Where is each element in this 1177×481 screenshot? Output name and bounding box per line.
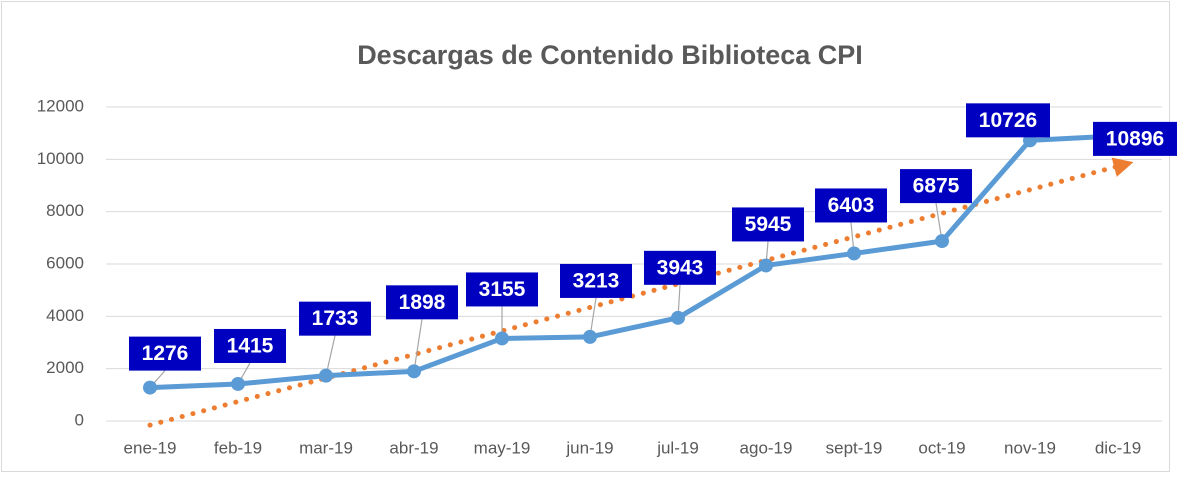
data-label: 1415 — [227, 335, 274, 358]
data-label: 3943 — [657, 256, 704, 279]
leader-line — [413, 319, 423, 372]
label-box — [900, 169, 972, 204]
y-tick-label: 12000 — [37, 96, 84, 115]
chart-title: Descargas de Contenido Biblioteca CPI — [357, 40, 863, 70]
point — [759, 258, 773, 273]
point — [847, 246, 861, 261]
data-label: 6403 — [828, 194, 875, 217]
data-label: 6875 — [913, 175, 960, 198]
label-box — [644, 250, 716, 285]
point — [935, 234, 949, 249]
y-tick-label: 0 — [75, 410, 84, 429]
x-tick-label: sept-19 — [826, 438, 883, 457]
x-tick-label: may-19 — [474, 438, 531, 457]
y-tick-label: 4000 — [46, 306, 84, 325]
trendline — [147, 157, 1134, 428]
x-tick-label: jul-19 — [656, 438, 699, 457]
point — [407, 364, 421, 379]
x-tick-label: nov-19 — [1004, 438, 1056, 457]
label-box — [732, 207, 804, 242]
label-box — [214, 328, 286, 363]
y-tick-label: 10000 — [37, 149, 84, 168]
label-box — [466, 272, 538, 307]
label-box — [299, 301, 371, 336]
series-line — [149, 133, 1119, 391]
label-box — [815, 188, 887, 223]
point — [231, 376, 245, 391]
point — [319, 368, 333, 383]
x-tick-label: ene-19 — [124, 438, 177, 457]
point — [671, 310, 685, 325]
data-label: 10896 — [1106, 127, 1164, 150]
x-tick-label: dic-19 — [1095, 438, 1141, 457]
data-label: 3213 — [573, 269, 620, 292]
chart-border — [1, 1, 1170, 472]
label-box — [966, 103, 1050, 138]
x-tick-label: abr-19 — [389, 438, 438, 457]
point — [583, 329, 597, 344]
data-label: 3155 — [479, 278, 526, 301]
data-label: 1276 — [142, 342, 189, 365]
x-tick-label: ago-19 — [740, 438, 793, 457]
x-tick-label: jun-19 — [565, 438, 613, 457]
label-box — [129, 336, 201, 371]
data-label: 10726 — [979, 109, 1037, 132]
data-label: 1733 — [312, 307, 359, 330]
y-tick-label: 2000 — [46, 358, 84, 377]
y-tick-label: 8000 — [46, 201, 84, 220]
x-tick-label: oct-19 — [918, 438, 965, 457]
label-box — [1093, 121, 1177, 156]
data-label: 5945 — [745, 213, 792, 236]
data-label: 1898 — [399, 291, 446, 314]
point — [143, 380, 157, 395]
label-box — [386, 285, 458, 320]
y-tick-label: 6000 — [46, 253, 84, 272]
x-tick-label: feb-19 — [214, 438, 262, 457]
point — [495, 331, 509, 346]
label-box — [560, 263, 632, 298]
x-tick-label: mar-19 — [299, 438, 353, 457]
